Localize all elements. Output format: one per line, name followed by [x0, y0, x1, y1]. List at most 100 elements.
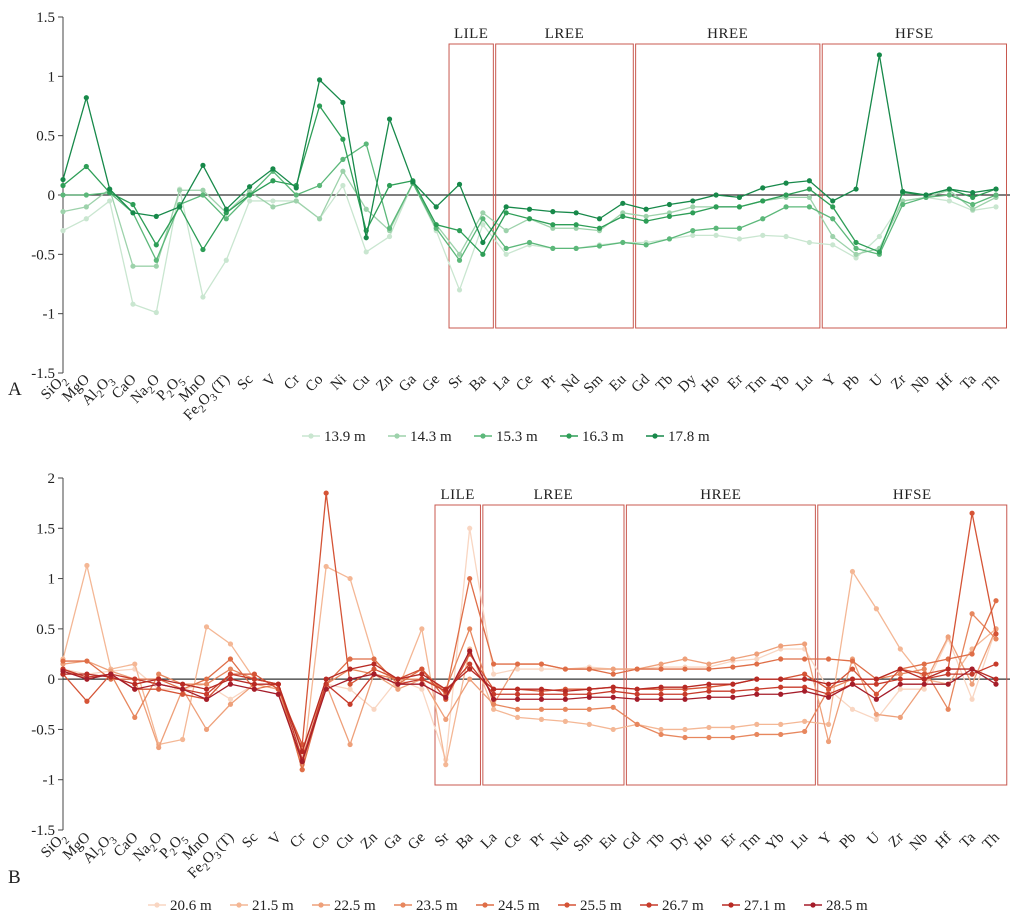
- data-point: [658, 726, 664, 733]
- data-point: [203, 726, 210, 733]
- data-point: [316, 103, 323, 109]
- x-category-label: Th: [980, 829, 1003, 852]
- data-point: [754, 676, 760, 682]
- data-point: [433, 204, 439, 210]
- data-point: [969, 681, 975, 687]
- data-point: [84, 658, 90, 664]
- data-point: [830, 204, 836, 210]
- x-category-label: Cr: [281, 372, 303, 394]
- y-tick-label: 0: [48, 188, 56, 204]
- data-point: [730, 694, 736, 700]
- data-point: [620, 213, 626, 219]
- data-point: [480, 239, 486, 246]
- x-category-label: Nd: [548, 829, 573, 854]
- data-point: [802, 728, 808, 735]
- data-point: [900, 201, 906, 208]
- x-category-label: Yb: [763, 830, 787, 854]
- data-point: [993, 631, 999, 637]
- data-point: [480, 222, 486, 228]
- series-line-285: [62, 649, 997, 764]
- legend-label: 25.5 m: [580, 898, 622, 914]
- y-tick-label: 1: [48, 572, 56, 588]
- data-point: [754, 721, 760, 728]
- data-point: [620, 200, 626, 206]
- data-point: [227, 681, 234, 687]
- data-point: [153, 257, 159, 263]
- data-point: [620, 210, 626, 216]
- data-point: [299, 759, 305, 765]
- data-point: [247, 188, 253, 195]
- legend-label: 24.5 m: [498, 898, 540, 914]
- data-point: [200, 246, 206, 253]
- x-category-label: Eu: [597, 829, 620, 852]
- legend-label: 16.3 m: [582, 429, 624, 445]
- data-point: [610, 671, 616, 677]
- x-category-label: Pb: [837, 830, 860, 853]
- data-point: [177, 204, 183, 210]
- data-point: [897, 666, 903, 672]
- x-category-label: Hf: [934, 372, 957, 395]
- data-point: [853, 245, 859, 251]
- data-point: [643, 206, 649, 212]
- data-point: [526, 239, 533, 246]
- data-point: [586, 666, 592, 672]
- panel-label: A: [8, 379, 22, 400]
- data-point: [386, 116, 393, 122]
- data-point: [83, 192, 89, 198]
- data-point: [830, 242, 836, 248]
- data-point: [802, 676, 808, 682]
- data-point: [550, 245, 556, 251]
- data-point: [107, 186, 113, 192]
- x-category-label: Lu: [793, 371, 816, 394]
- data-point: [573, 245, 579, 251]
- legend: 20.6 m 21.5 m 22.5 m 23.5 m 24.5 m 25.5 m 26.7…: [148, 898, 868, 914]
- data-point: [993, 661, 999, 667]
- data-point: [993, 681, 999, 687]
- data-point: [706, 694, 712, 700]
- x-category-label: Sm: [581, 371, 607, 397]
- data-point: [806, 204, 813, 210]
- data-point: [347, 656, 353, 662]
- data-point: [347, 575, 353, 582]
- data-point: [658, 684, 664, 690]
- data-point: [586, 686, 592, 692]
- data-point: [514, 686, 521, 692]
- data-point: [347, 666, 353, 672]
- data-point: [690, 210, 696, 216]
- group-box-hree: [625, 504, 816, 786]
- x-category-label: Nd: [559, 371, 584, 396]
- x-category-label: Ho: [691, 830, 715, 854]
- data-point: [970, 190, 976, 196]
- series-line-215: [62, 565, 997, 770]
- legend-label: 20.6 m: [170, 898, 212, 914]
- data-point: [897, 676, 903, 682]
- data-point: [873, 711, 879, 717]
- y-tick-label: 1.5: [36, 10, 55, 26]
- data-point: [730, 688, 736, 694]
- data-point: [849, 666, 856, 672]
- x-category-label: Cu: [333, 829, 357, 853]
- data-point: [371, 656, 377, 662]
- data-point: [251, 676, 257, 682]
- data-point: [658, 731, 664, 738]
- data-point: [897, 671, 903, 677]
- data-point: [227, 696, 234, 702]
- data-point: [503, 228, 509, 234]
- series-line-225: [62, 628, 997, 767]
- data-point: [247, 192, 253, 198]
- data-point: [806, 178, 813, 184]
- x-category-label: Ce: [501, 829, 524, 852]
- data-point: [153, 263, 159, 269]
- legend-marker: [482, 902, 488, 908]
- data-point: [550, 222, 556, 228]
- x-category-label: Y: [816, 829, 835, 848]
- data-point: [946, 192, 952, 198]
- y-tick-label: -1: [43, 307, 56, 323]
- data-point: [970, 201, 976, 208]
- data-point: [227, 656, 234, 662]
- data-point: [921, 671, 927, 677]
- data-point: [299, 748, 305, 755]
- data-point: [634, 686, 640, 692]
- data-point: [456, 287, 463, 293]
- data-point: [491, 671, 497, 677]
